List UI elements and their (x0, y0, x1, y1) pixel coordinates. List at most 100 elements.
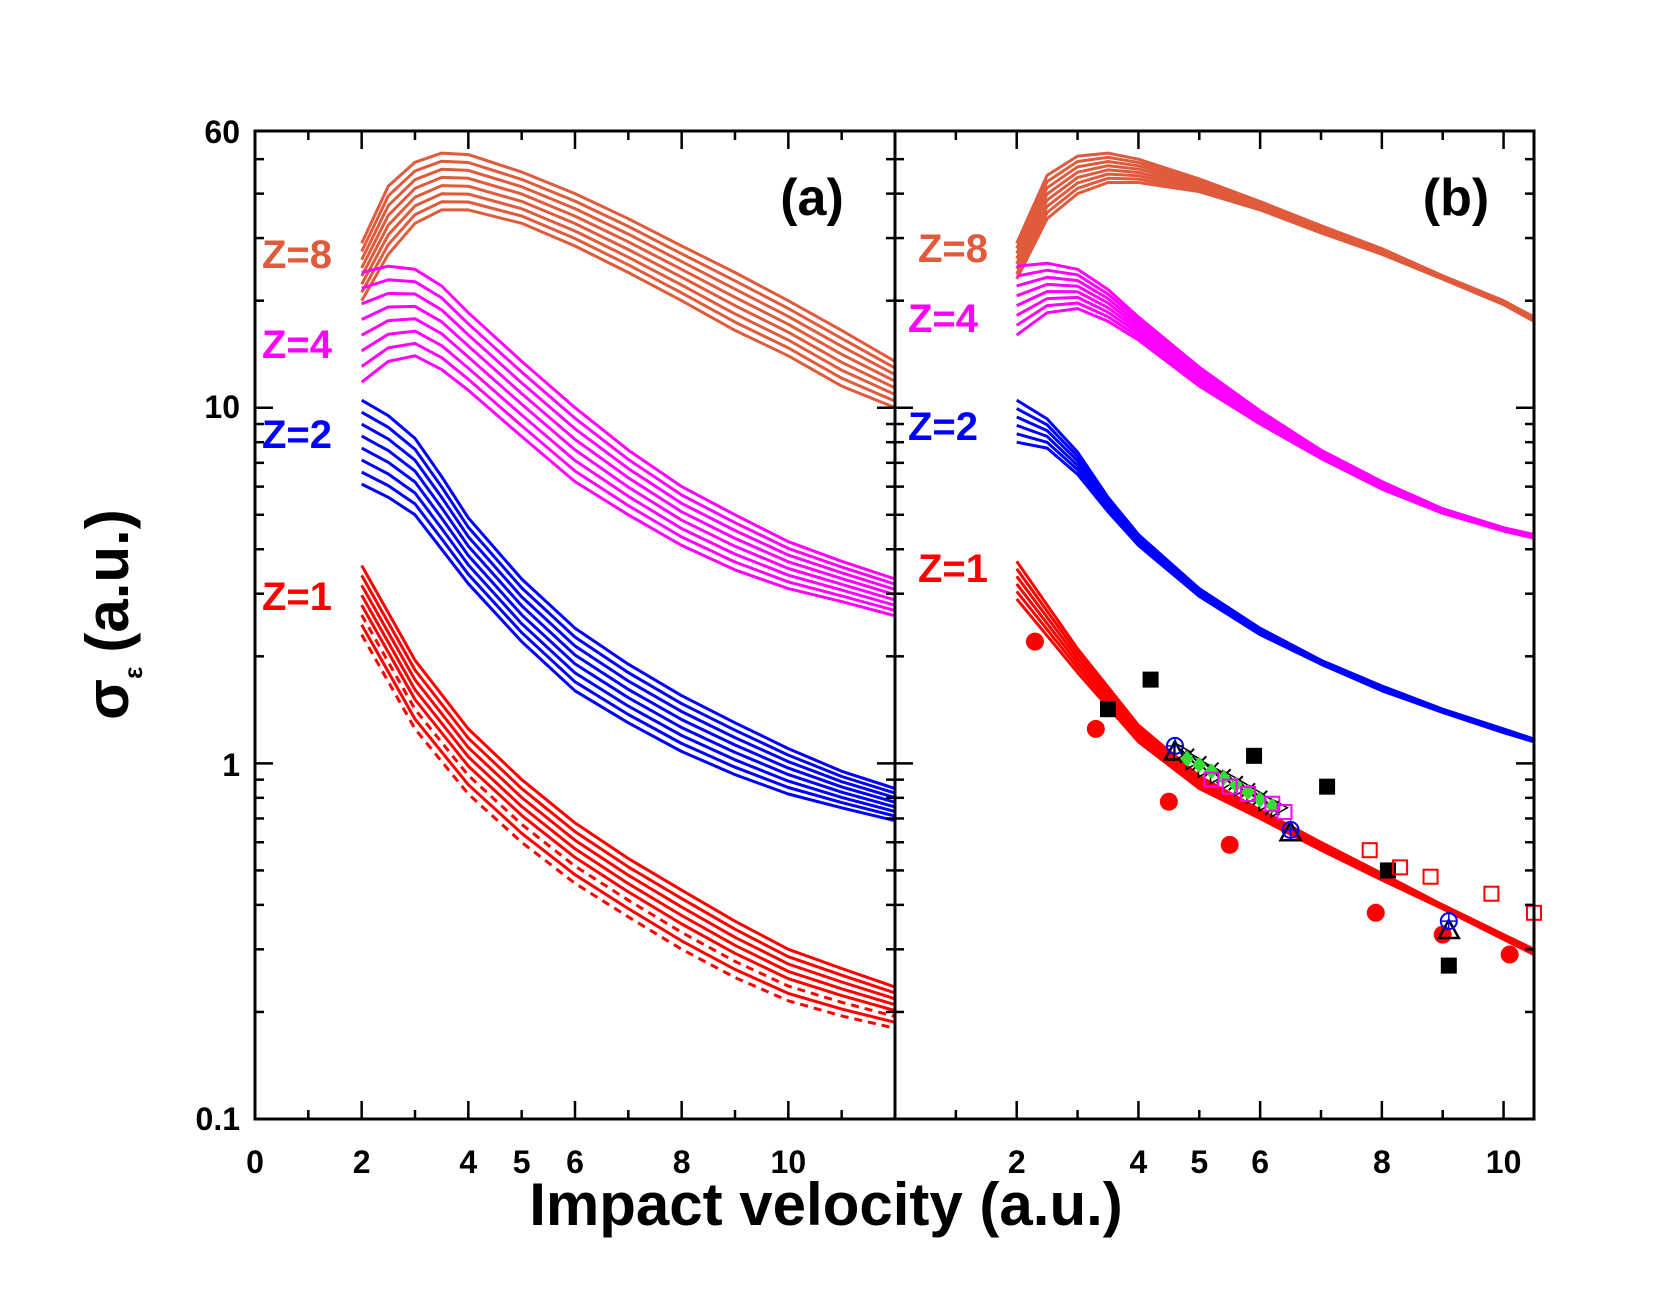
data-point-open-square (1276, 803, 1293, 820)
panel-a-curves (360, 151, 896, 1030)
data-point-filled-diamond (1204, 763, 1219, 780)
data-point-filled-circle (1025, 632, 1044, 651)
data-point-filled-diamond (1180, 750, 1195, 767)
panel-a-z2-curve (361, 482, 896, 823)
x-tick-labels: 0 2 4 5 6 8 10 2 4 5 6 8 10 (246, 1144, 1521, 1180)
data-point-filled-square (1440, 957, 1457, 974)
panel-a-z2-curve (360, 422, 896, 800)
panel-a-z2-curve (360, 410, 896, 795)
y-axis-subscript: ε (118, 667, 148, 679)
panel-b-z4-curve (1016, 282, 1535, 538)
z8-label-b: Z=8 (918, 227, 988, 271)
panel-b-curves (1015, 151, 1535, 956)
z1-label-b: Z=1 (918, 547, 988, 591)
data-point-filled-square (1142, 671, 1159, 688)
panel-b-z1-curve (1015, 567, 1535, 952)
data-point-open-triangle (1436, 917, 1461, 940)
panel-a-frame (253, 129, 897, 1121)
y-tick-label-60: 60 (204, 114, 240, 150)
data-point-filled-square (1100, 701, 1116, 718)
data-point-open-circle-plus (1282, 821, 1299, 838)
x-tick-label-b: 8 (1373, 1144, 1391, 1180)
panel-label-b: (b) (1423, 169, 1489, 227)
panel-a-z4-curve (361, 291, 896, 591)
data-point-open-right-triangle (1173, 741, 1192, 762)
x-tick-label-b: 6 (1251, 1144, 1269, 1180)
panel-a-z2-curve (360, 446, 896, 809)
data-point-filled-diamond (1216, 769, 1231, 786)
data-point-filled-square (1319, 778, 1336, 795)
panel-a-z1-curve (360, 624, 896, 1024)
data-point-open-circle-plus (1440, 913, 1457, 930)
data-point-filled-diamond (1192, 756, 1207, 773)
y-tick-label-1: 1 (222, 747, 240, 783)
panel-b-experimental-points (1025, 632, 1542, 974)
panel-a-z8-curve (360, 175, 896, 383)
y-axis-title: σε (a.u.) (74, 509, 148, 720)
data-point-filled-circle (1220, 835, 1239, 854)
data-point-open-square (1221, 778, 1238, 795)
y-axis-symbol: σ (74, 679, 141, 720)
panel-a-z1-curve (360, 594, 896, 1007)
panel-a-z1-curve (360, 584, 896, 1001)
x-tick-label-a: 10 (771, 1144, 807, 1180)
x-tick-label-b: 10 (1486, 1144, 1522, 1180)
x-tick-label-a: 5 (513, 1144, 531, 1180)
panel-a-z1-curve (360, 633, 896, 1030)
panel-a-z4-curve (360, 329, 896, 607)
data-point-open-square (1239, 786, 1256, 803)
x-tick-label-a: 8 (673, 1144, 691, 1180)
panel-a-z8-curve (360, 208, 896, 410)
panel-a-z4-curve (360, 341, 896, 612)
panel-a-z4-curve (360, 317, 896, 602)
data-point-open-square (1361, 842, 1378, 859)
z2-label-b: Z=2 (908, 405, 978, 449)
panel-a-z4-curve (361, 304, 896, 597)
panel-b-z4-curve (1016, 261, 1535, 536)
data-point-open-square (1392, 859, 1409, 876)
panel-a-z2-curve (360, 434, 896, 804)
data-point-filled-circle (1159, 792, 1178, 811)
x-tick-label-a: 6 (566, 1144, 584, 1180)
y-tick-label-10: 10 (204, 389, 240, 425)
x-tick-label-a: 2 (353, 1144, 371, 1180)
panel-a-z2-curve (361, 458, 896, 813)
panel-a-z4-curve (361, 278, 896, 586)
y-axis-unit: (a.u.) (74, 509, 141, 652)
x-axis-title: Impact velocity (a.u.) (529, 1171, 1123, 1238)
z4-label-a: Z=4 (262, 323, 333, 367)
panel-a-z1-curve (360, 604, 896, 1013)
panel-b-z1-curve (1015, 560, 1535, 951)
data-point-filled-diamond (1253, 791, 1268, 808)
panel-a-z2-curve (361, 470, 896, 818)
data-point-open-square (1203, 771, 1220, 788)
panel-b-z8-curve (1015, 151, 1535, 319)
data-point-open-triangle (1278, 819, 1303, 842)
panel-a-z8-curve (360, 151, 896, 363)
panel-a-z1-curve (360, 574, 896, 995)
panel-b-z2-curve (1015, 398, 1535, 741)
data-point-filled-circle (1086, 719, 1105, 738)
x-tick-label-b: 5 (1190, 1144, 1208, 1180)
panel-a-z8-curve (360, 192, 896, 396)
panel-a-z1-curve (360, 614, 896, 1018)
panel-a-z8-curve (360, 184, 896, 390)
x-tick-label-b: 4 (1130, 1144, 1148, 1180)
y-tick-label-0.1: 0.1 (196, 1101, 240, 1137)
panel-b-z1-curve (1015, 597, 1535, 956)
data-point-filled-diamond (1240, 784, 1255, 801)
z2-label-a: Z=2 (262, 413, 332, 457)
panel-label-a: (a) (780, 169, 844, 227)
x-tick-label-a: 0 (246, 1144, 264, 1180)
panel-a-z8-curve (360, 159, 896, 370)
panel-a-z1-curve (360, 564, 896, 989)
panel-a-z4-curve (360, 354, 896, 618)
panel-b-z4-curve (1015, 295, 1535, 539)
panel-b-z1-curve (1015, 590, 1535, 955)
z1-label-a: Z=1 (262, 575, 332, 619)
panel-a-z8-curve (360, 167, 896, 376)
z8-label-a: Z=8 (262, 233, 332, 277)
axis-ticks (253, 131, 1534, 1121)
panel-a-z4-curve (361, 264, 896, 581)
panel-a-z8-curve (360, 200, 896, 403)
